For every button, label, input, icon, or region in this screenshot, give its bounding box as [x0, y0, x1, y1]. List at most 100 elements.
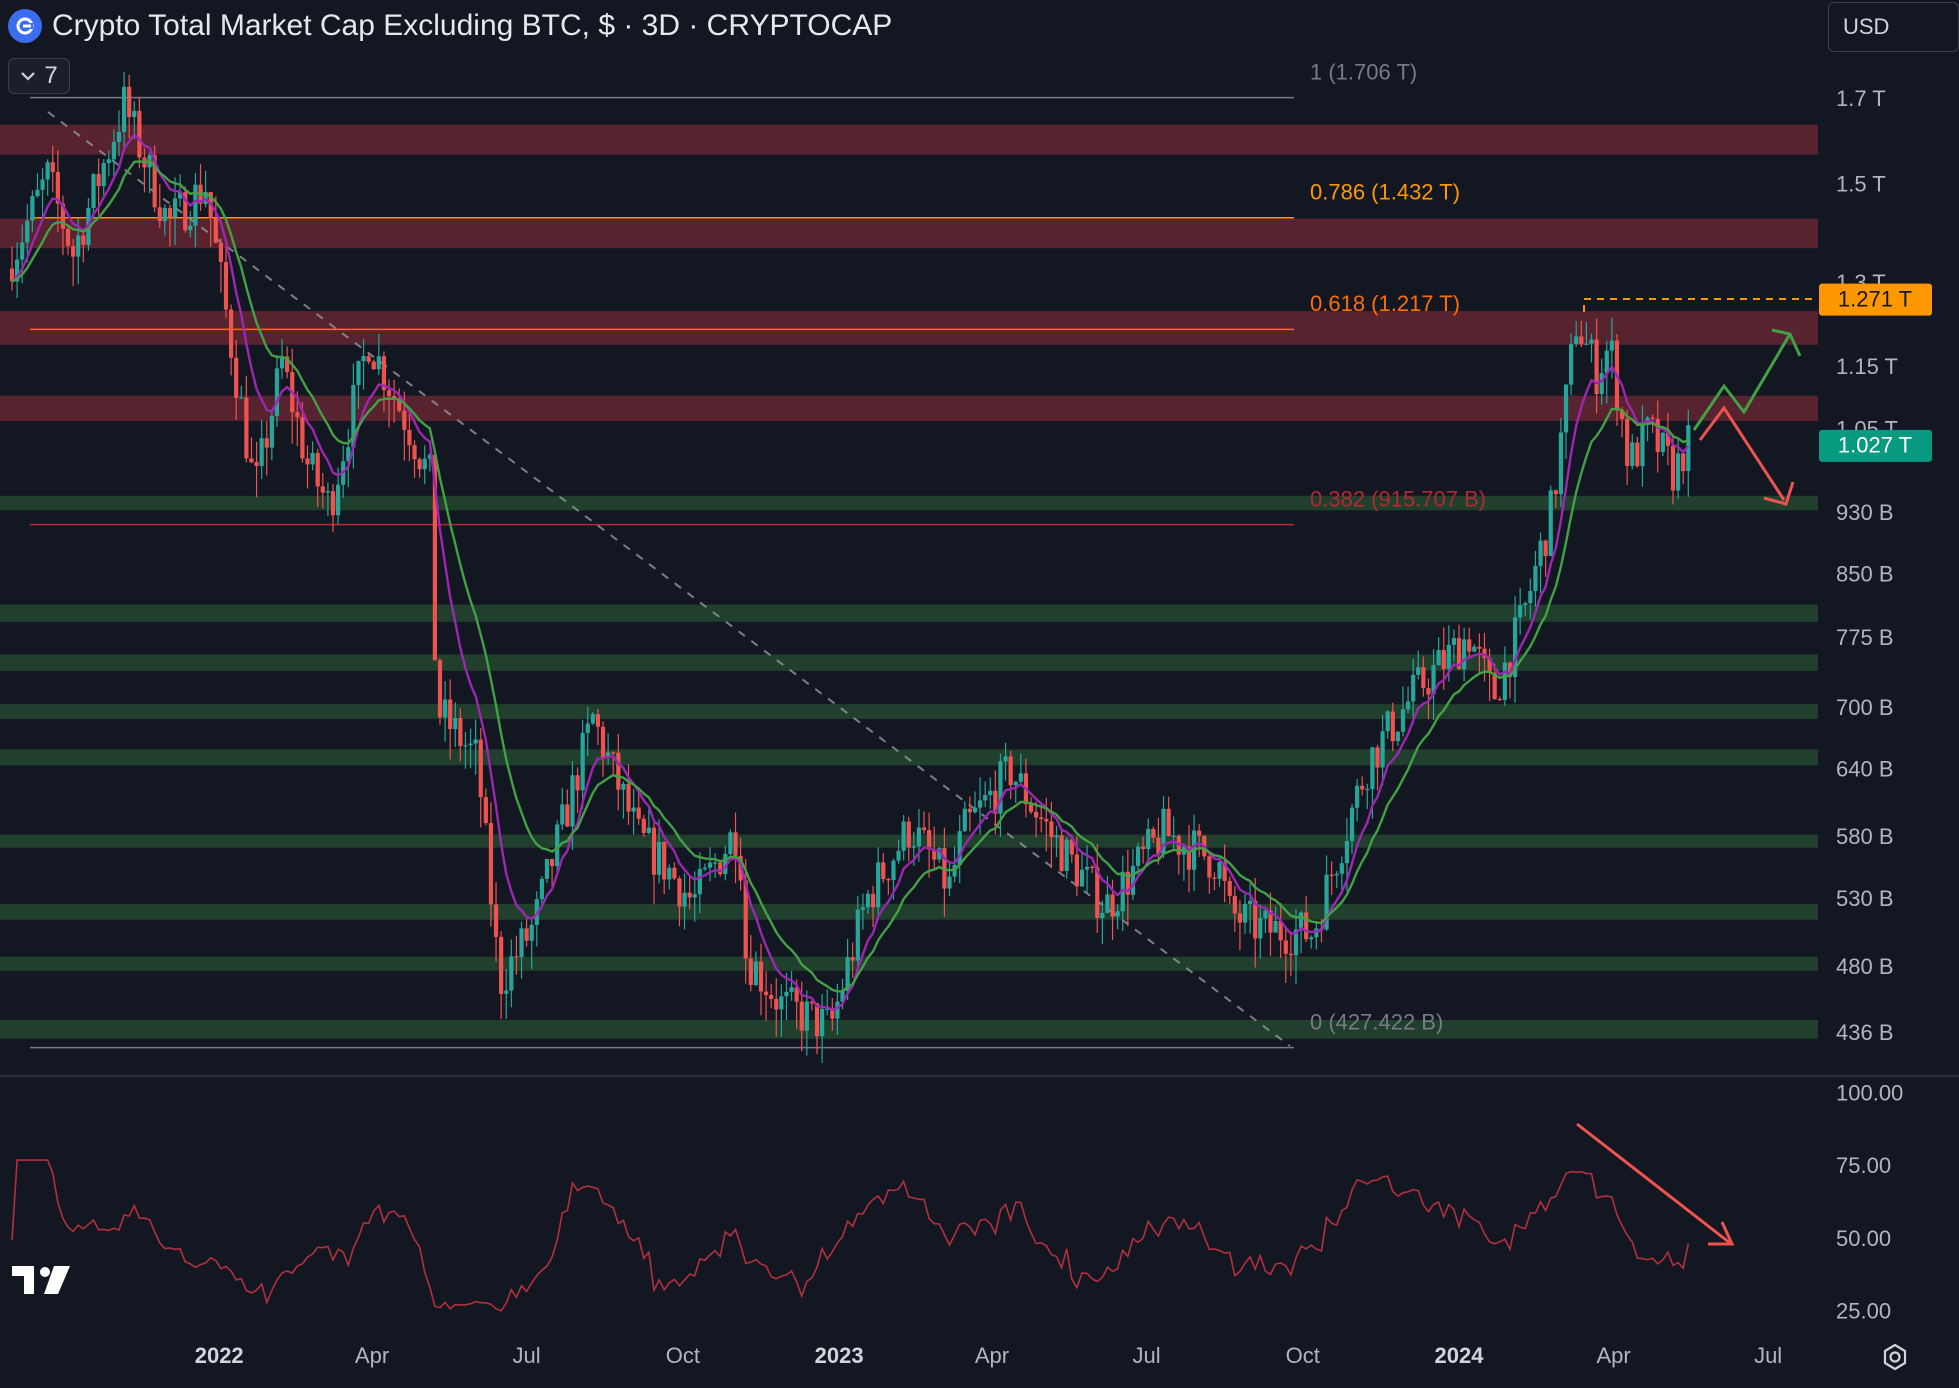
candle	[850, 942, 855, 978]
candle-body	[763, 991, 769, 996]
candle-body	[1334, 873, 1339, 876]
price-axis-label: 480 B	[1836, 954, 1894, 979]
candle	[437, 658, 443, 725]
candle	[1625, 409, 1630, 486]
currency-label: USD	[1843, 14, 1890, 39]
fib-level-label: 0 (427.422 B)	[1310, 1009, 1443, 1034]
candle-body	[1079, 869, 1085, 887]
indicator-count: 7	[44, 62, 58, 89]
candle	[784, 972, 789, 1021]
candle-body	[1314, 928, 1319, 938]
candle	[1681, 451, 1686, 485]
candle	[493, 881, 499, 962]
candle	[1538, 532, 1543, 594]
rsi-line	[11, 1159, 1690, 1312]
candle	[254, 441, 259, 498]
candle-body	[555, 824, 560, 867]
candle	[651, 821, 657, 905]
candle-body	[616, 752, 621, 790]
candle-body	[825, 1008, 830, 1011]
chevron-down-icon	[21, 72, 36, 81]
candle-body	[407, 429, 412, 446]
candle-body	[758, 961, 764, 992]
candle-body	[1665, 432, 1671, 446]
price-axis-label: 700 B	[1836, 695, 1894, 720]
candle-body	[677, 878, 682, 907]
oscillator-pane	[0, 1075, 1959, 1312]
indicators-collapse-button[interactable]: 7	[8, 58, 70, 94]
candle-body	[346, 447, 351, 462]
candle-body	[1574, 336, 1579, 345]
time-axis-label: Oct	[666, 1343, 700, 1368]
candle	[549, 858, 555, 888]
support-zone	[0, 1019, 1818, 1039]
candle-body	[1548, 490, 1553, 556]
candle	[789, 970, 794, 1001]
candle-body	[295, 412, 300, 418]
candle	[1385, 710, 1390, 739]
trendline-layer[interactable]	[47, 111, 1291, 1047]
candle-body	[1069, 839, 1074, 855]
bearish-arrowhead	[1763, 481, 1795, 506]
candle-body	[422, 458, 427, 470]
candle	[1431, 649, 1436, 720]
candle-body	[1018, 773, 1023, 782]
candle-body	[463, 745, 468, 747]
projection-arrows[interactable]	[1583, 298, 1818, 506]
candle	[809, 1000, 815, 1011]
chart-header: Crypto Total Market Cap Excluding BTC, $…	[0, 0, 892, 52]
candle	[1176, 834, 1181, 875]
candle	[820, 994, 825, 1064]
candle-body	[820, 1008, 825, 1037]
candle-body	[1146, 828, 1151, 850]
candle-body	[626, 783, 631, 812]
candle-body	[1217, 862, 1222, 879]
candle	[748, 935, 753, 992]
candle-body	[1028, 804, 1034, 812]
candle	[488, 802, 494, 927]
candle-body	[1049, 821, 1054, 838]
candle	[1512, 596, 1518, 703]
fibonacci-retracement[interactable]: 1 (1.706 T) 0.786 (1.432 T) 0.618 (1.217 T…	[30, 59, 1486, 1049]
candle-body	[1166, 808, 1171, 837]
candle-body	[667, 867, 672, 880]
candle-body	[1130, 865, 1136, 895]
candle-body	[397, 398, 402, 411]
candle-body	[789, 987, 794, 992]
candle	[1263, 906, 1268, 934]
price-axis-label: 436 B	[1836, 1020, 1894, 1045]
candle-body	[157, 207, 162, 222]
candle-body	[488, 823, 494, 905]
candle-body	[1589, 339, 1594, 344]
candle-body	[45, 162, 50, 180]
candle-body	[1497, 698, 1502, 701]
candle	[763, 971, 769, 1021]
candle	[381, 351, 387, 412]
gear-icon[interactable]	[1880, 1342, 1910, 1377]
candle	[1355, 778, 1360, 822]
candle-body	[1660, 432, 1665, 452]
tradingview-logo-icon[interactable]	[12, 1264, 76, 1303]
candle	[473, 719, 478, 775]
time-axis-label: Jul	[1754, 1343, 1782, 1368]
candle	[285, 346, 290, 379]
support-zone	[0, 903, 1818, 920]
candle-body	[1523, 603, 1528, 606]
candle-body	[870, 893, 876, 908]
symbol-title[interactable]: Crypto Total Market Cap Excluding BTC, $…	[52, 9, 893, 42]
candle	[1227, 876, 1232, 905]
currency-select[interactable]: USD	[1828, 2, 1959, 52]
candle-body	[748, 958, 753, 985]
candle	[9, 246, 15, 291]
candle	[407, 408, 412, 462]
candle	[422, 445, 427, 485]
candle-body	[417, 459, 422, 470]
candle-body	[1013, 781, 1018, 786]
candle	[1258, 904, 1263, 959]
candle	[188, 211, 193, 238]
candle	[590, 711, 595, 725]
candle	[335, 467, 341, 525]
rsi-arrowhead	[1708, 1221, 1735, 1246]
